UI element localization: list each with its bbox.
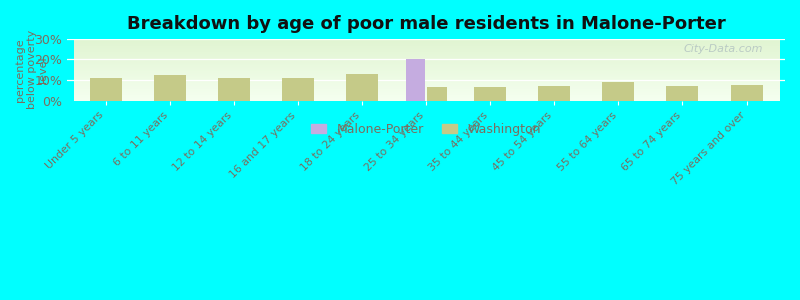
Bar: [427, 88, 446, 101]
Bar: [218, 78, 250, 101]
Legend: Malone-Porter, Washington: Malone-Porter, Washington: [307, 119, 545, 140]
Bar: [474, 88, 506, 101]
Bar: [406, 59, 425, 101]
Bar: [282, 78, 314, 101]
Bar: [90, 78, 122, 101]
Title: Breakdown by age of poor male residents in Malone-Porter: Breakdown by age of poor male residents …: [126, 15, 726, 33]
Bar: [538, 86, 570, 101]
Bar: [730, 85, 762, 101]
Bar: [346, 74, 378, 101]
Text: City-Data.com: City-Data.com: [684, 44, 763, 54]
Bar: [666, 86, 698, 101]
Y-axis label: percentage
below poverty
level: percentage below poverty level: [15, 30, 48, 110]
Bar: [154, 75, 186, 101]
Bar: [602, 82, 634, 101]
